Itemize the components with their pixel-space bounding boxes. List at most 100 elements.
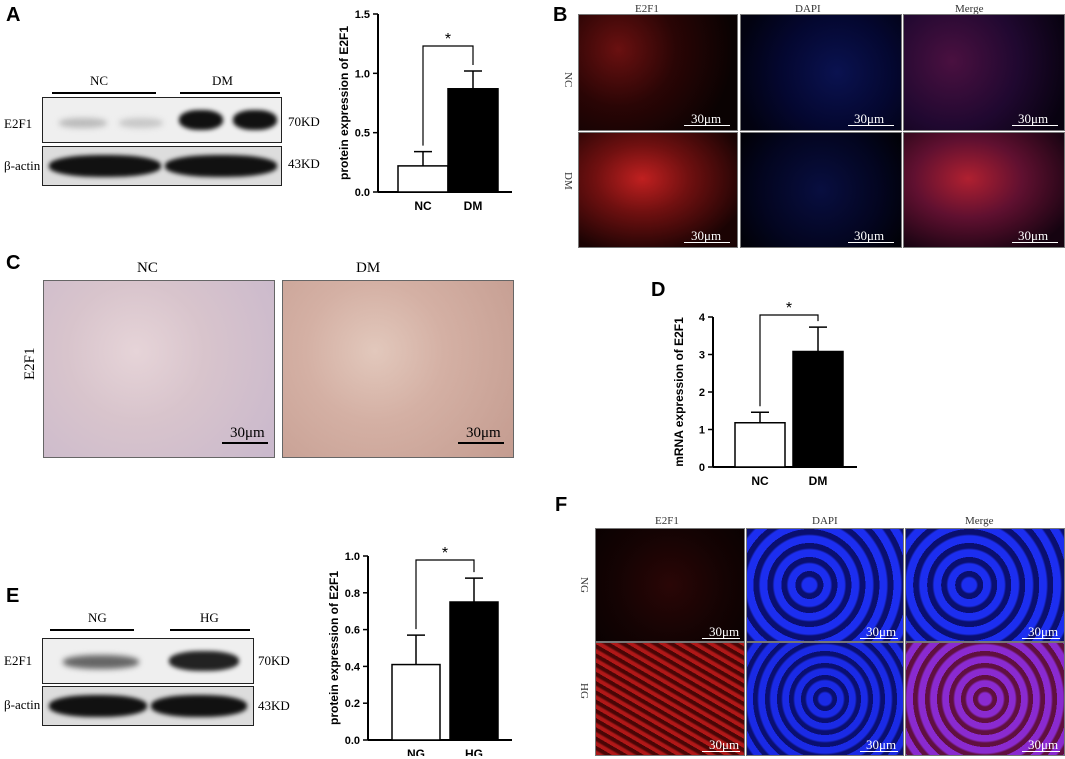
x-tick-label: DM: [809, 474, 828, 488]
scale-label: 30μm: [691, 111, 722, 126]
scale-label: 30μm: [709, 624, 740, 639]
scale-label: 30μm: [1018, 111, 1049, 126]
c-nc-image: [43, 280, 275, 458]
scale-bar: [1022, 751, 1060, 752]
bar: [447, 88, 499, 193]
blot-band: [49, 155, 161, 177]
y-tick-label: 4: [699, 312, 706, 324]
blot-band: [151, 695, 247, 717]
blot-e-row-e2f1: E2F1: [4, 653, 33, 668]
x-tick-label: NC: [414, 199, 432, 213]
bar: [397, 165, 449, 193]
scale-bar: [848, 242, 894, 243]
b-nc-e2f1-image: [578, 14, 738, 131]
chart-d: 0 1 2 3 4 mRNA expression of E2F1 NC DM *: [672, 300, 857, 488]
y-axis-label: protein expression of E2F1: [337, 26, 351, 180]
c-col-dm: DM: [356, 260, 381, 276]
blot-band: [169, 651, 239, 671]
blot-a-e2f1-strip: [42, 97, 282, 143]
scale-bar: [860, 638, 898, 639]
blot-a-group-line: [52, 92, 156, 94]
significance-star: *: [445, 31, 451, 48]
panel-a-label: A: [6, 4, 21, 26]
f-col-dapi: DAPI: [812, 515, 838, 527]
significance-star: *: [786, 300, 792, 317]
scale-label: 30μm: [466, 425, 501, 441]
scale-label: 30μm: [1018, 228, 1049, 243]
blot-a-row-e2f1: E2F1: [4, 116, 33, 131]
b-col-dapi: DAPI: [795, 3, 821, 15]
chart-a: 0.0 0.5 1.0 1.5 protein expression of E2F1 NC…: [337, 9, 512, 213]
blot-a-group-dm: DM: [212, 73, 233, 88]
blot-e-group-line: [50, 629, 134, 631]
scale-label: 30μm: [1028, 624, 1059, 639]
blot-band: [165, 155, 277, 177]
y-tick-label: 0.8: [345, 588, 360, 600]
y-tick-label: 2: [699, 387, 705, 399]
blot-a-actin-strip: [42, 146, 282, 186]
scale-bar: [860, 751, 898, 752]
c-dm-image: [282, 280, 514, 458]
bar: [792, 350, 844, 468]
x-tick-label: HG: [465, 747, 483, 756]
f-col-e2f1: E2F1: [655, 515, 679, 527]
panel-d-label: D: [651, 279, 666, 301]
blot-band: [59, 118, 107, 128]
scale-bar: [1022, 638, 1060, 639]
scale-bar: [222, 442, 268, 444]
b-nc-dapi-image: [740, 14, 902, 131]
chart-d-axes: 0 1 2 3 4 mRNA expression of E2F1 NC DM *: [672, 300, 857, 488]
bar: [449, 601, 499, 741]
y-tick-label: 0.0: [345, 735, 360, 747]
bar: [391, 663, 441, 741]
chart-e-axes: 0.0 0.2 0.4 0.6 0.8 1.0 protein expression of …: [327, 545, 512, 756]
f-hg-dapi-image: [746, 642, 904, 756]
blot-a-kd-43: 43KD: [288, 156, 320, 171]
scale-bar: [848, 125, 894, 126]
y-tick-label: 0.0: [355, 187, 370, 199]
y-tick-label: 0.5: [355, 128, 370, 140]
blot-e-group-line: [170, 629, 250, 631]
y-tick-label: 0.4: [345, 661, 361, 673]
y-axis-label: protein expression of E2F1: [327, 571, 341, 725]
significance-bracket: [759, 314, 819, 407]
y-tick-label: 1.0: [345, 551, 360, 563]
blot-band: [233, 110, 277, 130]
y-tick-label: 1.0: [355, 68, 370, 80]
scale-label: 30μm: [854, 111, 885, 126]
f-row-hg: HG: [578, 683, 590, 699]
b-col-e2f1: E2F1: [635, 3, 659, 15]
scale-bar: [458, 442, 504, 444]
blot-a-group-line: [180, 92, 280, 94]
y-tick-label: 3: [699, 350, 705, 362]
y-tick-label: 1.5: [355, 9, 370, 21]
scale-bar: [1012, 125, 1058, 126]
scale-label: 30μm: [709, 737, 740, 752]
scale-label: 30μm: [691, 228, 722, 243]
scale-bar: [702, 751, 740, 752]
blot-band: [179, 110, 223, 130]
significance-bracket: [422, 45, 474, 146]
blot-a-kd-70: 70KD: [288, 114, 320, 129]
bar: [734, 422, 786, 468]
f-row-ng: NG: [578, 577, 590, 593]
blot-a-group-nc: NC: [90, 73, 109, 88]
blot-band: [63, 655, 139, 669]
blot-e-group-ng: NG: [88, 610, 107, 625]
b-dm-merge-image: [903, 132, 1065, 248]
scale-bar: [1012, 242, 1058, 243]
chart-a-axes: 0.0 0.5 1.0 1.5 protein expression of E2F1 NC…: [337, 9, 512, 213]
panel-f-label: F: [555, 494, 568, 516]
blot-e-e2f1-strip: [42, 638, 254, 684]
y-tick-label: 0: [699, 462, 705, 474]
scale-label: 30μm: [230, 425, 265, 441]
panel-c-label: C: [6, 252, 21, 274]
significance-star: *: [442, 545, 448, 562]
f-hg-merge-image: [905, 642, 1065, 756]
scale-bar: [684, 242, 730, 243]
b-col-merge: Merge: [955, 3, 984, 15]
blot-e-row-actin: β-actin: [4, 697, 41, 712]
scale-bar: [702, 638, 740, 639]
f-col-merge: Merge: [965, 515, 994, 527]
y-tick-label: 0.2: [345, 698, 360, 710]
